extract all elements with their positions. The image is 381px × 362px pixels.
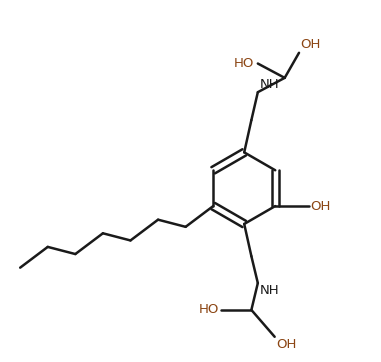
Text: NH: NH: [260, 79, 280, 92]
Text: OH: OH: [311, 199, 331, 212]
Text: HO: HO: [199, 303, 219, 316]
Text: HO: HO: [234, 57, 254, 70]
Text: OH: OH: [276, 338, 296, 351]
Text: NH: NH: [260, 284, 280, 297]
Text: OH: OH: [301, 38, 321, 51]
